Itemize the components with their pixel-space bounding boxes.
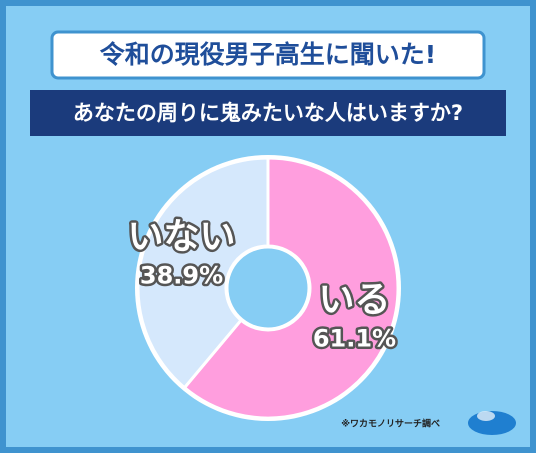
chart-subtitle: あなたの周りに鬼みたいな人はいますか? bbox=[73, 101, 463, 125]
value-label: 61.1% bbox=[313, 324, 396, 352]
subtitle-box bbox=[30, 90, 506, 136]
chart-title: 令和の現役男子高生に聞いた! bbox=[100, 40, 436, 69]
donut: いる 61.1% いない 38.9% bbox=[125, 155, 401, 421]
title-box bbox=[50, 30, 486, 80]
donut-hole bbox=[225, 245, 311, 331]
logo-highlight bbox=[477, 411, 495, 421]
logo bbox=[468, 411, 516, 435]
slice-label: いる bbox=[318, 279, 390, 320]
source: ※ワカモノリサーチ調べ bbox=[341, 418, 440, 430]
value-label: 38.9% bbox=[140, 262, 223, 290]
slice-label: いない bbox=[128, 217, 236, 258]
